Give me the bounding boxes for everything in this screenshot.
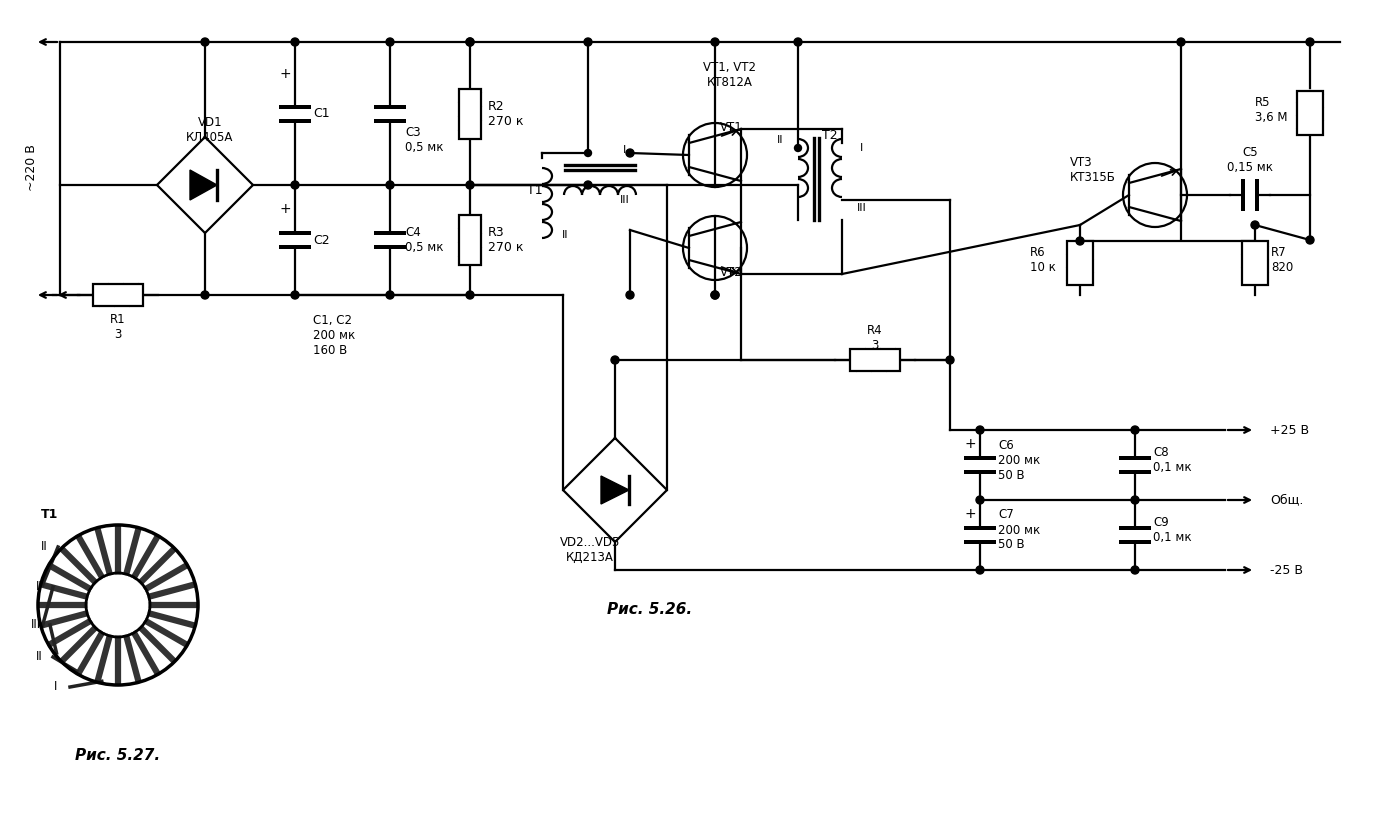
Text: С9
0,1 мк: С9 0,1 мк (1154, 516, 1192, 544)
Circle shape (976, 566, 984, 574)
Text: R7
820: R7 820 (1270, 246, 1294, 274)
Text: T1: T1 (527, 184, 543, 197)
Text: R5
3,6 М: R5 3,6 М (1255, 96, 1287, 124)
Circle shape (610, 356, 619, 364)
Text: +: + (279, 67, 290, 81)
Circle shape (711, 291, 719, 299)
Circle shape (466, 181, 474, 189)
Text: II: II (562, 230, 568, 240)
Circle shape (711, 291, 719, 299)
Circle shape (584, 38, 593, 46)
Circle shape (292, 38, 298, 46)
Text: С6
200 мк
50 В: С6 200 мк 50 В (998, 439, 1041, 481)
Circle shape (386, 291, 395, 299)
Polygon shape (601, 476, 628, 504)
Circle shape (201, 38, 209, 46)
Circle shape (626, 149, 634, 157)
Text: C1: C1 (314, 107, 330, 120)
Text: Рис. 5.26.: Рис. 5.26. (608, 602, 693, 617)
Text: VT1: VT1 (720, 120, 742, 133)
Polygon shape (190, 170, 217, 200)
Circle shape (386, 38, 395, 46)
Circle shape (584, 150, 591, 156)
Text: III: III (620, 195, 630, 205)
Text: VD1
КЛ405А: VD1 КЛ405А (186, 116, 234, 144)
Text: ~220 В: ~220 В (26, 145, 38, 192)
Circle shape (795, 145, 802, 151)
Circle shape (1077, 237, 1084, 245)
Circle shape (88, 575, 148, 635)
Circle shape (976, 496, 984, 504)
Text: T2: T2 (822, 128, 837, 142)
Text: R1
3: R1 3 (110, 313, 125, 341)
Circle shape (1306, 236, 1314, 244)
FancyBboxPatch shape (850, 349, 901, 371)
Text: C2: C2 (314, 234, 330, 247)
Circle shape (626, 291, 634, 299)
FancyBboxPatch shape (1242, 241, 1268, 285)
Circle shape (1177, 38, 1185, 46)
Text: VD2...VD5
КД213А: VD2...VD5 КД213А (560, 536, 620, 564)
Text: I: I (623, 145, 627, 155)
Circle shape (201, 291, 209, 299)
Circle shape (386, 181, 395, 189)
Text: R3
270 к: R3 270 к (488, 226, 524, 254)
Text: I: I (54, 681, 58, 694)
Text: VT1, VT2
КТ812А: VT1, VT2 КТ812А (704, 61, 756, 89)
Text: С4
0,5 мк: С4 0,5 мк (406, 226, 444, 254)
Circle shape (793, 38, 802, 46)
Circle shape (292, 291, 298, 299)
FancyBboxPatch shape (94, 284, 143, 306)
Text: II: II (777, 135, 784, 145)
Text: +: + (964, 507, 976, 521)
FancyBboxPatch shape (459, 215, 481, 265)
Text: +: + (279, 202, 290, 216)
Text: II: II (36, 650, 43, 663)
Circle shape (466, 38, 474, 46)
Text: R2
270 к: R2 270 к (488, 100, 524, 128)
Text: +: + (964, 437, 976, 451)
Circle shape (584, 181, 593, 189)
Circle shape (292, 181, 298, 189)
Circle shape (1306, 38, 1314, 46)
Circle shape (711, 38, 719, 46)
Text: II: II (41, 541, 47, 554)
Circle shape (946, 356, 954, 364)
Text: VT3
КТ315Б: VT3 КТ315Б (1070, 156, 1116, 184)
Text: -25 В: -25 В (1270, 564, 1303, 576)
Circle shape (466, 291, 474, 299)
Circle shape (976, 426, 984, 434)
Circle shape (466, 38, 474, 46)
Text: +25 В: +25 В (1270, 424, 1309, 436)
Text: Рис. 5.27.: Рис. 5.27. (76, 747, 161, 762)
Text: С3
0,5 мк: С3 0,5 мк (406, 126, 444, 154)
Text: III: III (30, 619, 41, 631)
Circle shape (1132, 496, 1138, 504)
Text: T1: T1 (41, 509, 59, 522)
Text: VT2: VT2 (720, 266, 742, 278)
Text: R4
3: R4 3 (868, 324, 883, 352)
Text: С8
0,1 мк: С8 0,1 мк (1154, 446, 1192, 474)
Text: R6
10 к: R6 10 к (1030, 246, 1056, 274)
Text: С1, С2
200 мк
160 В: С1, С2 200 мк 160 В (314, 314, 355, 356)
Text: С5
0,15 мк: С5 0,15 мк (1226, 146, 1273, 174)
Circle shape (1251, 221, 1260, 229)
Text: С7
200 мк
50 В: С7 200 мк 50 В (998, 509, 1041, 551)
Text: Общ.: Общ. (1270, 494, 1303, 506)
Text: III: III (857, 203, 866, 213)
Circle shape (1132, 426, 1138, 434)
FancyBboxPatch shape (459, 89, 481, 138)
Text: II: II (36, 580, 43, 593)
Text: I: I (861, 143, 864, 153)
Circle shape (1132, 566, 1138, 574)
FancyBboxPatch shape (1067, 241, 1093, 285)
FancyBboxPatch shape (1297, 91, 1323, 135)
